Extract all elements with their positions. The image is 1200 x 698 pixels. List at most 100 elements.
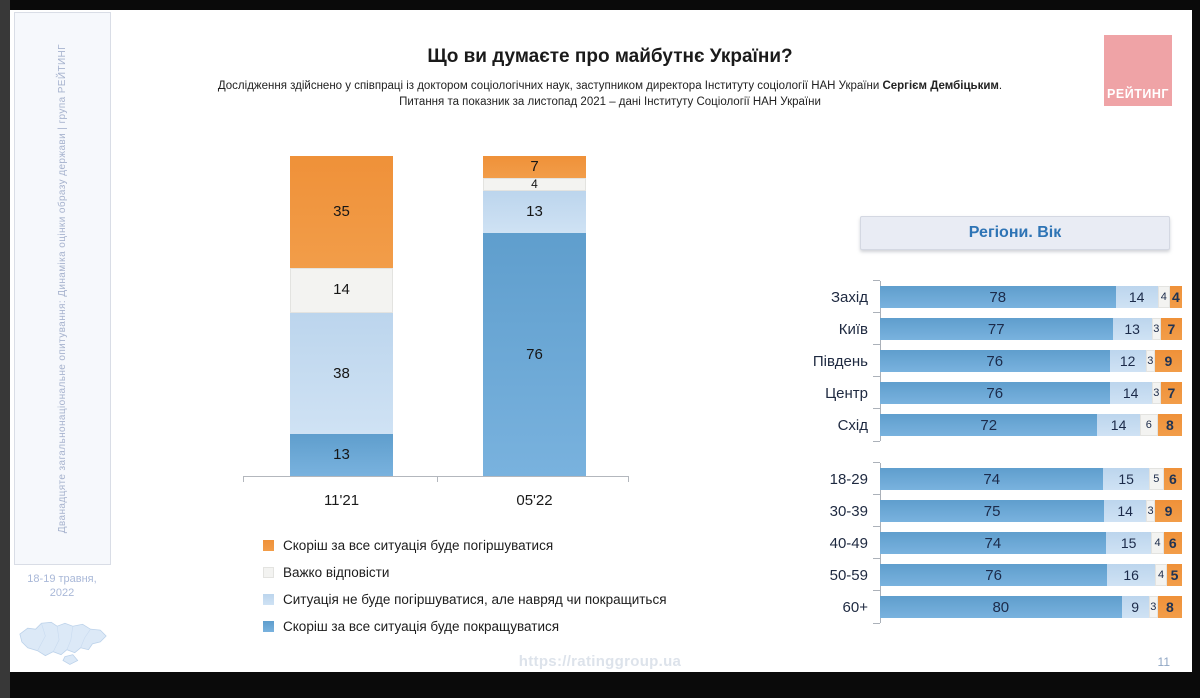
row-label: Захід (831, 288, 868, 306)
row-segment-improve: 75 (880, 500, 1105, 522)
row-segment-hard: 3 (1151, 318, 1161, 340)
table-row: 30-39 75 14 3 9 (780, 494, 1182, 522)
row-segment-improve: 72 (880, 414, 1098, 436)
sidebar-date: 18-19 травня, 2022 (12, 572, 112, 600)
row-segment-not_worse: 16 (1107, 564, 1156, 586)
axis-tick (243, 477, 244, 482)
table-row: 60+ 80 9 3 8 (780, 590, 1182, 624)
row-segment-worsen: 5 (1167, 564, 1182, 586)
x-axis-label: 05'22 (516, 492, 553, 509)
right-panel-title: Регіони. Вік (968, 224, 1062, 241)
legend-label: Скоріш за все ситуація буде покращуватис… (283, 619, 560, 634)
axis-tick (628, 477, 629, 482)
legend-item: Важко відповісти (263, 559, 667, 586)
source-url[interactable]: https://ratinggroup.ua (518, 653, 682, 670)
hard-swatch-icon (263, 567, 274, 578)
row-segment-worsen: 4 (1169, 286, 1182, 308)
row-segment-hard: 3 (1146, 500, 1156, 522)
ukraine-map-image (19, 621, 107, 665)
ages-group: 18-29 74 15 5 6 30-39 75 14 3 9 40-49 74 15 4 6 50-59 76… (780, 462, 1182, 628)
rating-logo: РЕЙТИНГ (1104, 35, 1172, 106)
row-segment-not_worse: 13 (1112, 318, 1152, 340)
row-label: 30-39 (829, 502, 868, 520)
row-bar: 74 15 5 6 (873, 462, 1182, 490)
row-segment-hard: 4 (1157, 286, 1170, 308)
right-panel-header: Регіони. Вік (860, 216, 1170, 250)
row-segment-improve: 76 (880, 382, 1110, 404)
row-segment-not_worse: 15 (1105, 532, 1152, 554)
row-segment-improve: 77 (880, 318, 1113, 340)
worsen-swatch-icon (263, 540, 274, 551)
subtitle-line2: Питання та показник за листопад 2021 – д… (399, 96, 821, 108)
row-bar: 76 16 4 5 (873, 558, 1182, 586)
row-bar: 75 14 3 9 (873, 494, 1182, 522)
row-segment-hard: 3 (1148, 596, 1158, 618)
row-segment-improve: 76 (880, 350, 1110, 372)
row-segment-hard: 5 (1148, 468, 1164, 490)
row-segment-worsen: 9 (1155, 500, 1182, 522)
row-bar: 77 13 3 7 (873, 312, 1182, 340)
column-segment-not_worse: 38 (290, 312, 393, 435)
row-segment-hard: 3 (1151, 382, 1161, 404)
row-segment-worsen: 7 (1160, 318, 1182, 340)
subtitle: Дослідження здійснено у співпраці із док… (140, 78, 1080, 110)
sidebar-vertical-text: Дванадцяте загальнонаціональне опитуванн… (57, 43, 68, 534)
x-axis-label: 11'21 (323, 492, 360, 509)
slide: Дванадцяте загальнонаціональне опитуванн… (10, 10, 1192, 672)
table-row: Схід 72 14 6 8 (780, 408, 1182, 442)
column-segment-improve: 76 (483, 232, 586, 476)
column-segment-improve: 13 (290, 434, 393, 476)
chart-legend: Скоріш за все ситуація буде погіршуватис… (263, 532, 667, 640)
column-chart-x-axis (243, 476, 629, 477)
row-label: 40-49 (829, 534, 868, 552)
column-segment-hard: 14 (290, 268, 393, 313)
sidebar-date-line1: 18-19 травня, (27, 573, 97, 585)
row-segment-worsen: 8 (1157, 596, 1182, 618)
row-segment-improve: 74 (880, 532, 1106, 554)
page-title: Що ви думаєте про майбутнє України? (427, 46, 793, 67)
row-label: Схід (837, 416, 868, 434)
row-segment-improve: 78 (880, 286, 1116, 308)
row-bar: 76 14 3 7 (873, 376, 1182, 404)
column-segment-not_worse: 13 (483, 191, 586, 233)
row-segment-hard: 6 (1139, 414, 1158, 436)
column-bar: 13 38 14 35 (290, 156, 393, 476)
row-segment-hard: 4 (1151, 532, 1164, 554)
table-row: Центр 76 14 3 7 (780, 376, 1182, 404)
row-segment-not_worse: 14 (1115, 286, 1158, 308)
column-segment-worsen: 35 (290, 156, 393, 269)
row-segment-worsen: 8 (1157, 414, 1182, 436)
column-bar: 76 13 4 7 (483, 156, 586, 476)
subtitle-author: Сергієм Дембіцьким (882, 80, 999, 92)
row-segment-improve: 80 (880, 596, 1122, 618)
improve-swatch-icon (263, 621, 274, 632)
table-row: 18-29 74 15 5 6 (780, 462, 1182, 490)
row-label: Центр (825, 384, 868, 402)
subtitle-prefix: Дослідження здійснено у співпраці із док… (217, 80, 883, 92)
legend-label: Ситуація не буде погіршуватися, але навр… (283, 592, 667, 607)
table-row: Південь 76 12 3 9 (780, 344, 1182, 372)
legend-label: Скоріш за все ситуація буде погіршуватис… (283, 538, 554, 553)
legend-item: Скоріш за все ситуація буде покращуватис… (263, 613, 667, 640)
table-row: Київ 77 13 3 7 (780, 312, 1182, 340)
row-segment-improve: 76 (880, 564, 1108, 586)
row-segment-not_worse: 14 (1097, 414, 1140, 436)
row-bar: 76 12 3 9 (873, 344, 1182, 372)
rating-logo-text: РЕЙТИНГ (1107, 87, 1169, 101)
table-row: Захід 78 14 4 4 (780, 280, 1182, 308)
row-label: 50-59 (829, 566, 868, 584)
legend-item: Ситуація не буде погіршуватися, але навр… (263, 586, 667, 613)
row-segment-worsen: 7 (1160, 382, 1182, 404)
window-left-border (0, 0, 10, 698)
row-bar: 72 14 6 8 (873, 408, 1182, 442)
row-segment-hard: 3 (1145, 350, 1155, 372)
table-row: 50-59 76 16 4 5 (780, 558, 1182, 586)
row-segment-not_worse: 15 (1103, 468, 1149, 490)
row-segment-worsen: 6 (1163, 532, 1182, 554)
slide-header: Що ви думаєте про майбутнє України? Досл… (140, 46, 1080, 110)
legend-item: Скоріш за все ситуація буде погіршуватис… (263, 532, 667, 559)
column-segment-worsen: 7 (483, 156, 586, 179)
row-label: Південь (812, 352, 868, 370)
row-segment-worsen: 9 (1154, 350, 1182, 372)
